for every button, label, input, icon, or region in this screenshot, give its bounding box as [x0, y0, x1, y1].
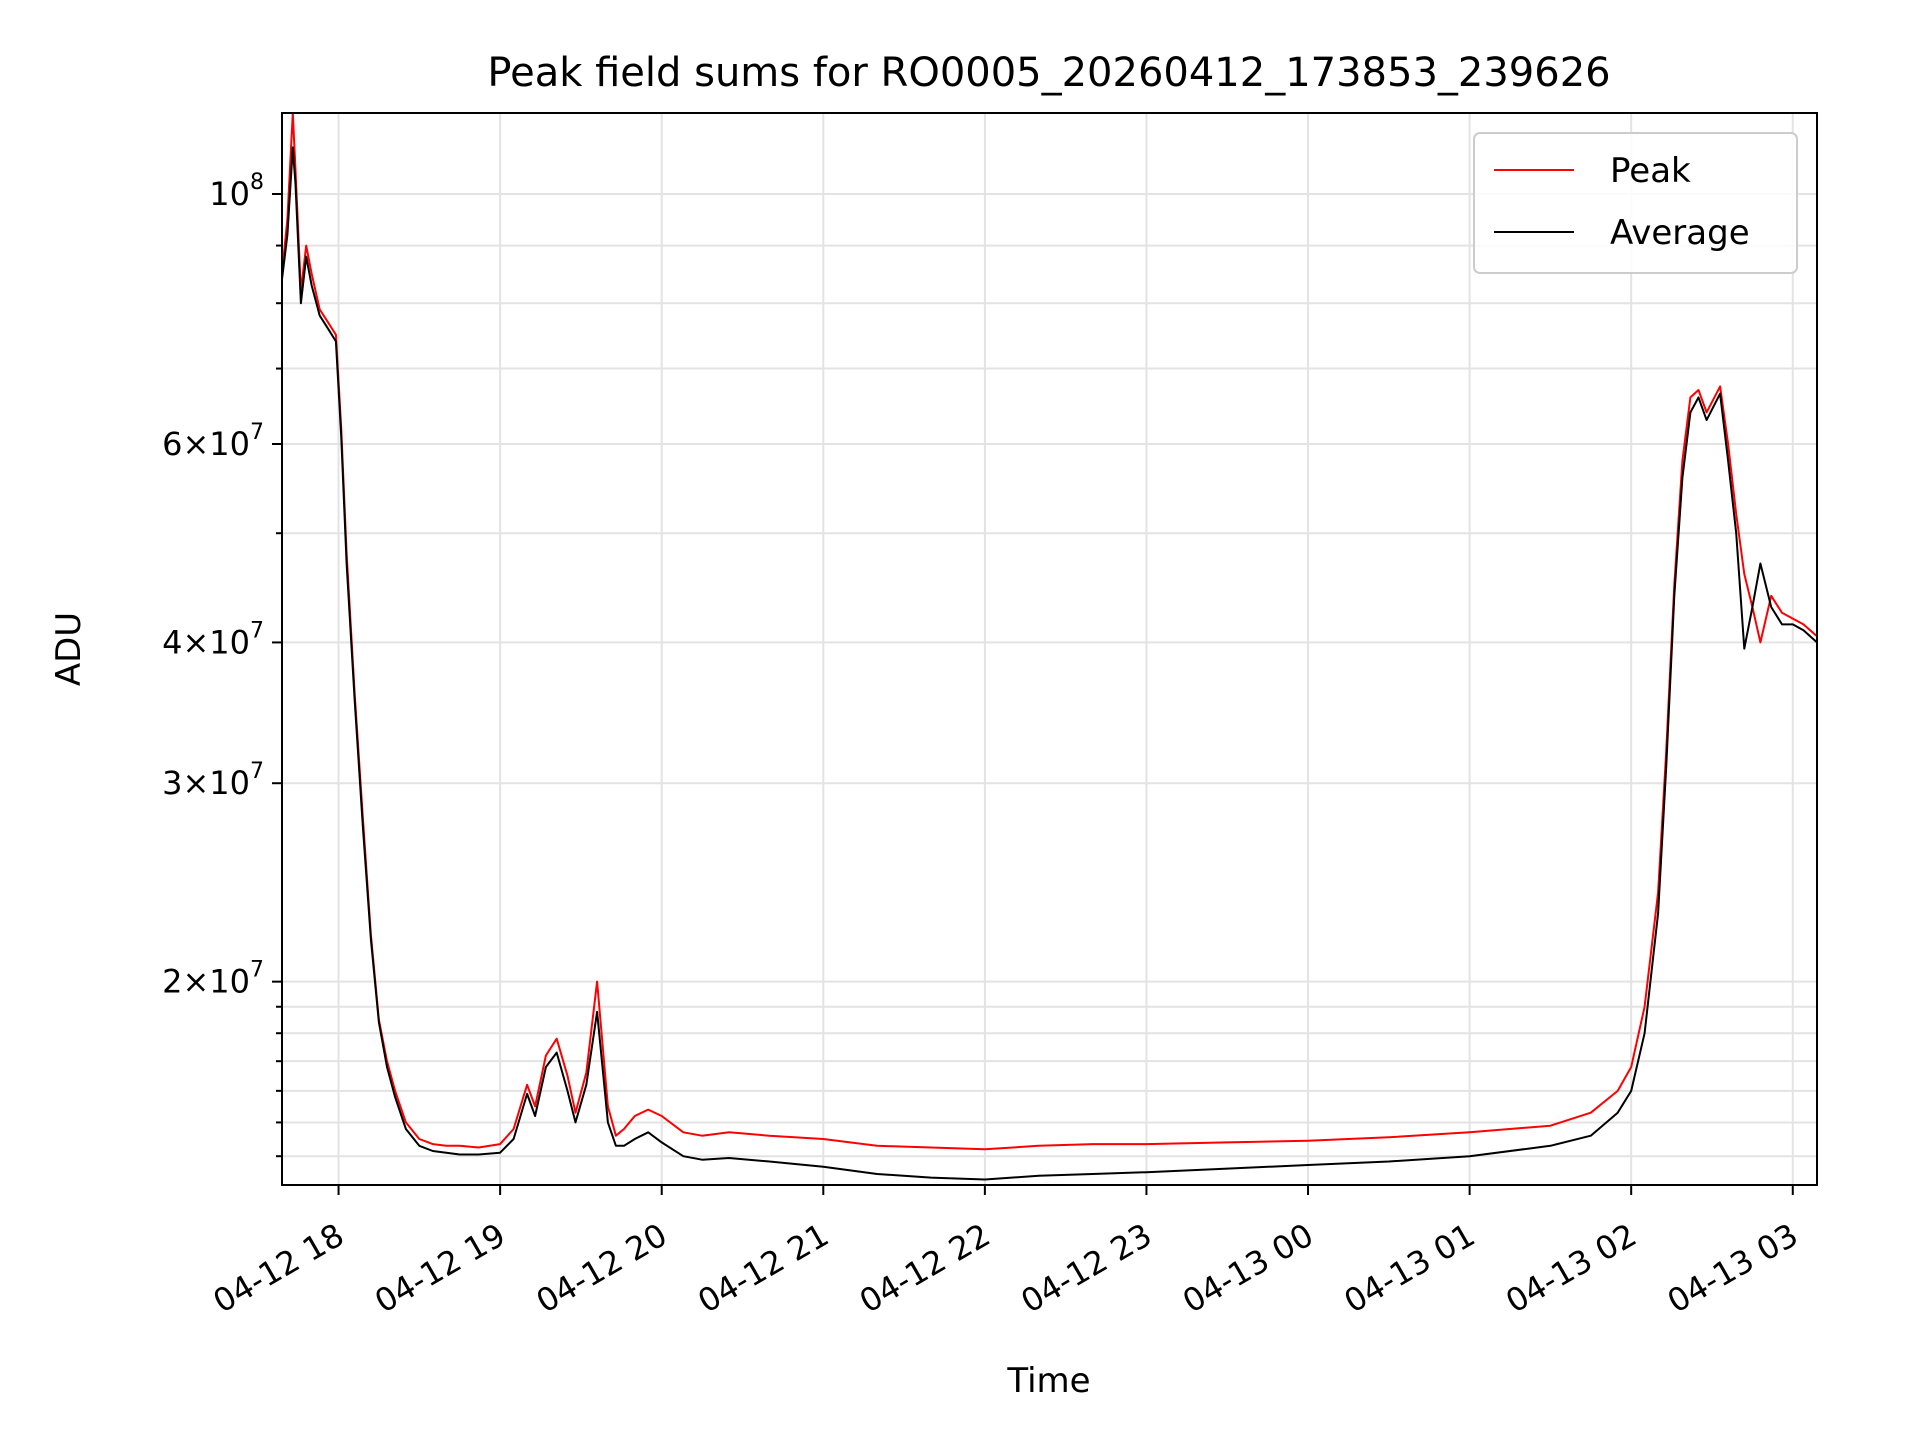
- y-axis-label: ADU: [49, 612, 89, 686]
- y-tick-label: 4×107: [162, 618, 264, 661]
- y-tick-label: 6×107: [162, 420, 264, 463]
- series-line-average: [281, 146, 1818, 1181]
- y-tick-times: ×10: [182, 963, 250, 1001]
- plot-frame: [281, 112, 1818, 1186]
- legend-box: [1473, 132, 1798, 274]
- series-layer: [281, 112, 1818, 1181]
- y-tick-exponent: 8: [250, 170, 264, 195]
- y-tick-times: ×10: [182, 764, 250, 802]
- y-tick-base: 3: [162, 764, 182, 802]
- y-tick-base: 6: [162, 425, 182, 463]
- chart-title: Peak field sums for RO0005_20260412_1738…: [487, 50, 1610, 96]
- y-tick-base: 4: [162, 623, 182, 661]
- y-tick-label: 2×107: [162, 958, 264, 1001]
- legend-label-average: Average: [1610, 213, 1750, 253]
- legend-label-peak: Peak: [1610, 151, 1691, 191]
- x-axis-label: Time: [1006, 1361, 1090, 1401]
- y-tick-times: ×10: [182, 623, 250, 661]
- y-tick-exponent: 7: [250, 958, 264, 983]
- y-tick-ten: 10: [209, 175, 250, 213]
- y-tick-exponent: 7: [250, 759, 264, 784]
- y-tick-label: 108: [209, 170, 264, 213]
- y-tick-exponent: 7: [250, 618, 264, 643]
- legend: Peak Average: [1473, 132, 1798, 274]
- y-tick-times: ×10: [182, 425, 250, 463]
- y-tick-base: 2: [162, 963, 182, 1001]
- y-tick-label: 3×107: [162, 759, 264, 802]
- y-tick-exponent: 7: [250, 420, 264, 445]
